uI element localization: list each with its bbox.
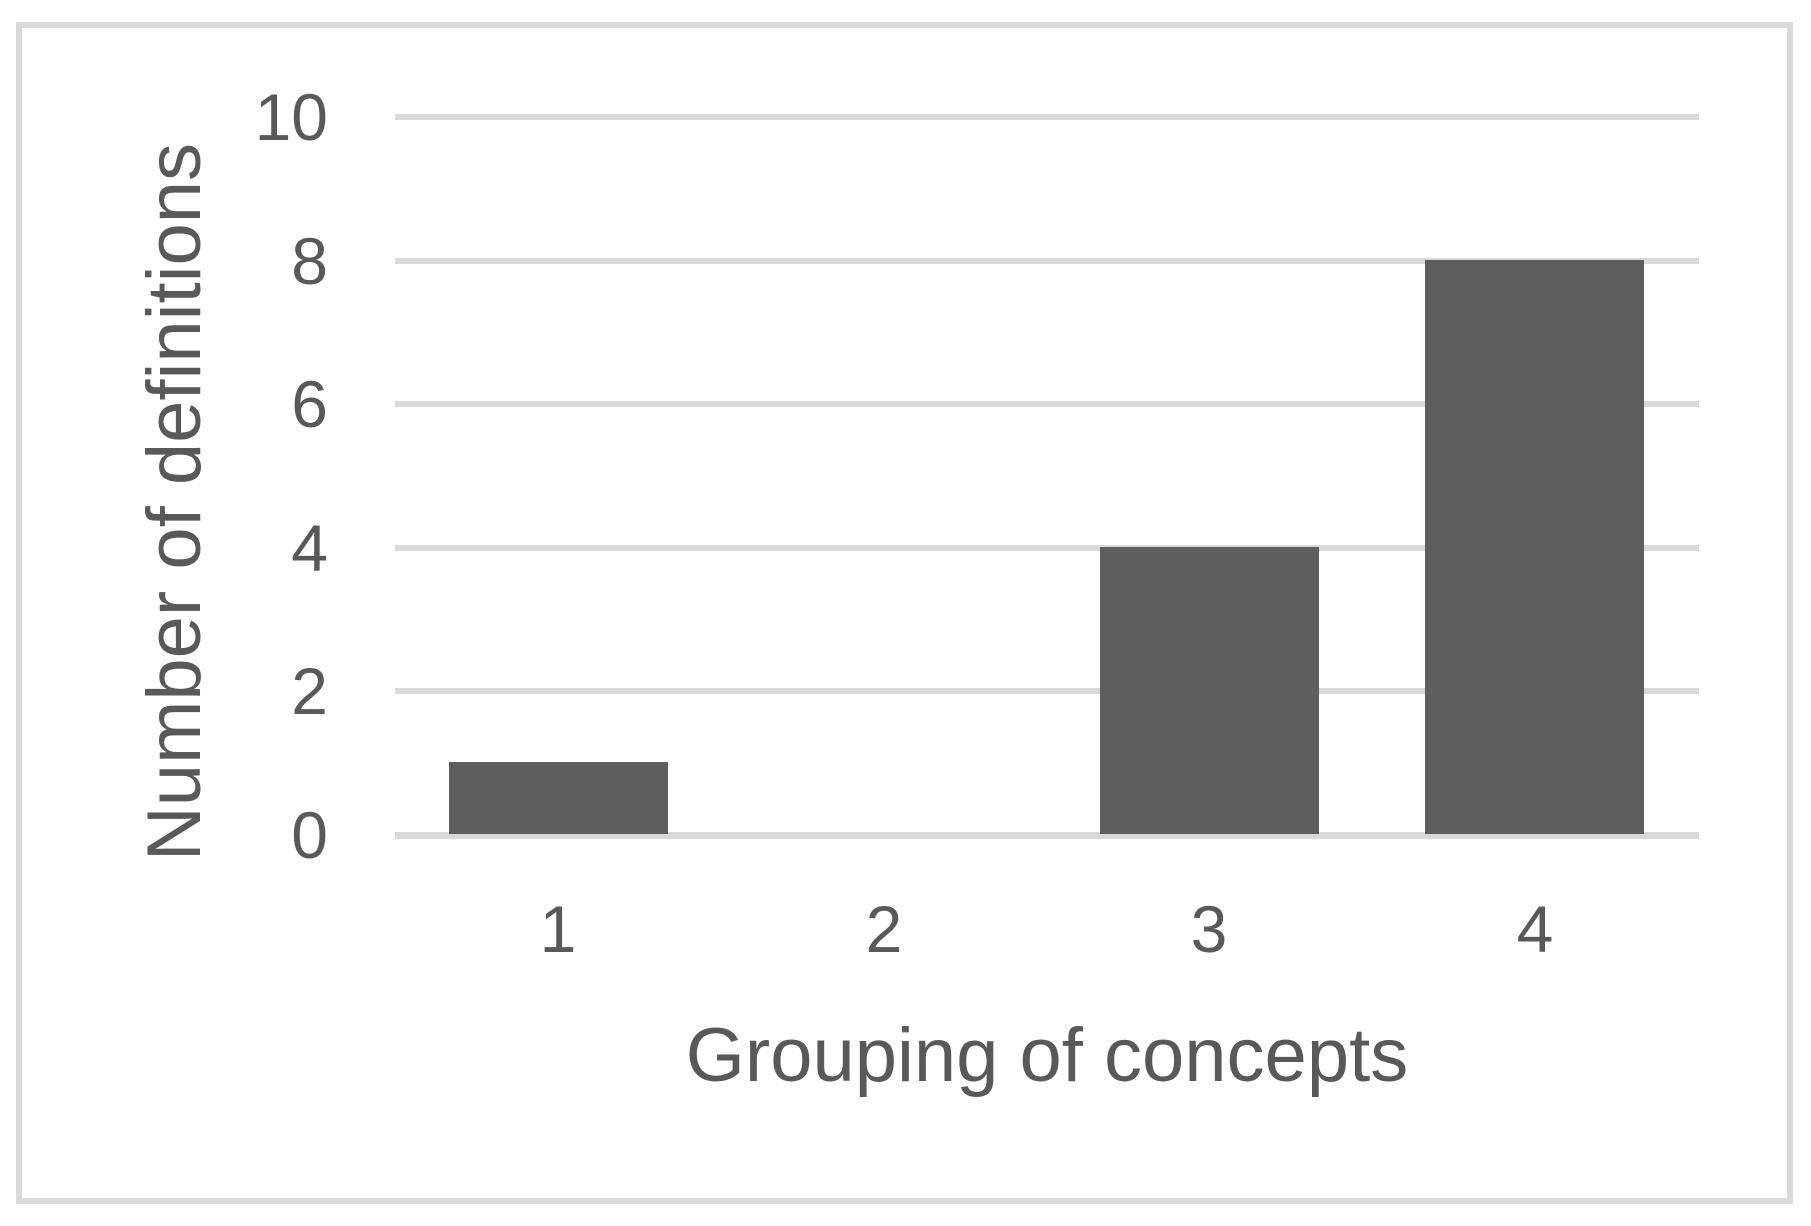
bar-category-3 — [1100, 547, 1319, 834]
gridline-8 — [395, 258, 1699, 264]
x-tick-label-4: 4 — [1516, 892, 1554, 966]
bar-category-1 — [449, 762, 668, 834]
gridline-2 — [395, 688, 1699, 694]
y-tick-label-2: 2 — [291, 654, 328, 728]
y-tick-label-10: 10 — [254, 80, 328, 154]
gridline-10 — [395, 114, 1699, 120]
chart-outer-border — [16, 22, 1793, 1204]
y-tick-label-0: 0 — [291, 798, 328, 872]
y-tick-label-4: 4 — [291, 511, 328, 585]
x-tick-label-1: 1 — [539, 892, 577, 966]
x-tick-label-2: 2 — [865, 892, 903, 966]
y-tick-label-8: 8 — [291, 224, 328, 298]
x-axis-title: Grouping of concepts — [685, 1013, 1409, 1098]
bar-category-4 — [1425, 260, 1644, 834]
gridline-0 — [395, 832, 1699, 839]
gridline-4 — [395, 545, 1699, 551]
gridline-6 — [395, 401, 1699, 407]
y-tick-label-6: 6 — [291, 367, 328, 441]
x-tick-label-3: 3 — [1190, 892, 1228, 966]
